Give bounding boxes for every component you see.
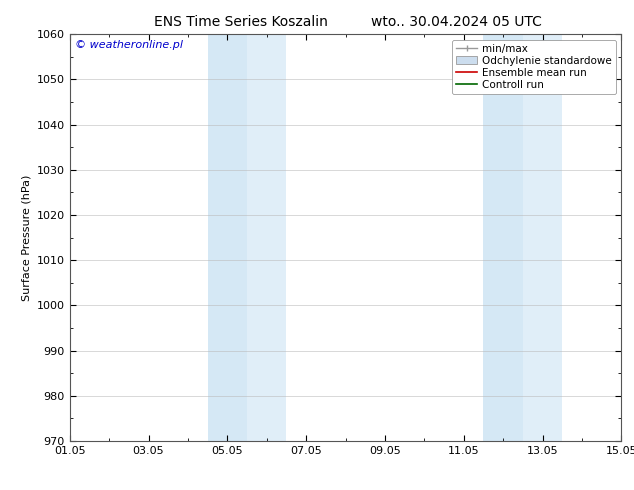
- Y-axis label: Surface Pressure (hPa): Surface Pressure (hPa): [21, 174, 31, 301]
- Text: wto.. 30.04.2024 05 UTC: wto.. 30.04.2024 05 UTC: [371, 15, 542, 29]
- Bar: [247, 34, 287, 441]
- Bar: [207, 34, 247, 441]
- Bar: [523, 34, 562, 441]
- Bar: [483, 34, 523, 441]
- Legend: min/max, Odchylenie standardowe, Ensemble mean run, Controll run: min/max, Odchylenie standardowe, Ensembl…: [452, 40, 616, 94]
- Text: © weatheronline.pl: © weatheronline.pl: [75, 40, 183, 50]
- Text: ENS Time Series Koszalin: ENS Time Series Koszalin: [154, 15, 328, 29]
